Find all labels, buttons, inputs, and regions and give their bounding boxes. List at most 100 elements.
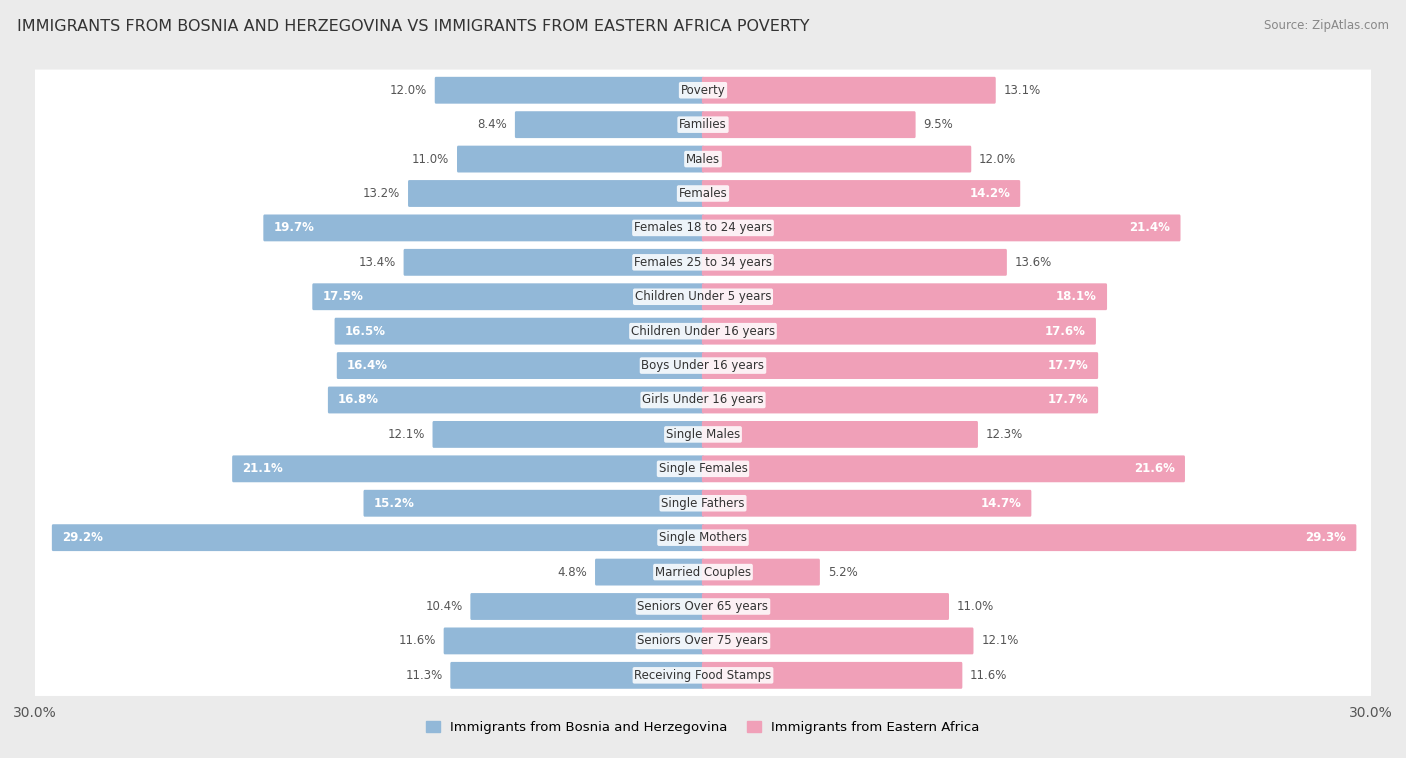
Text: 14.2%: 14.2%	[969, 187, 1010, 200]
Text: 13.6%: 13.6%	[1015, 256, 1052, 269]
FancyBboxPatch shape	[364, 490, 704, 517]
Text: Single Mothers: Single Mothers	[659, 531, 747, 544]
Text: IMMIGRANTS FROM BOSNIA AND HERZEGOVINA VS IMMIGRANTS FROM EASTERN AFRICA POVERTY: IMMIGRANTS FROM BOSNIA AND HERZEGOVINA V…	[17, 19, 810, 34]
FancyBboxPatch shape	[232, 456, 704, 482]
Text: 18.1%: 18.1%	[1056, 290, 1097, 303]
FancyBboxPatch shape	[25, 345, 1381, 387]
FancyBboxPatch shape	[408, 180, 704, 207]
Text: 17.6%: 17.6%	[1045, 324, 1085, 337]
Text: 29.2%: 29.2%	[62, 531, 103, 544]
Text: 17.5%: 17.5%	[322, 290, 363, 303]
FancyBboxPatch shape	[702, 77, 995, 104]
Text: 12.0%: 12.0%	[979, 152, 1017, 165]
FancyBboxPatch shape	[434, 77, 704, 104]
Text: Boys Under 16 years: Boys Under 16 years	[641, 359, 765, 372]
FancyBboxPatch shape	[25, 655, 1381, 696]
Text: 14.7%: 14.7%	[980, 496, 1021, 509]
Text: Seniors Over 75 years: Seniors Over 75 years	[637, 634, 769, 647]
Text: Males: Males	[686, 152, 720, 165]
Text: Single Males: Single Males	[666, 428, 740, 441]
Text: 16.5%: 16.5%	[344, 324, 385, 337]
Text: Poverty: Poverty	[681, 83, 725, 97]
FancyBboxPatch shape	[471, 593, 704, 620]
FancyBboxPatch shape	[702, 180, 1021, 207]
FancyBboxPatch shape	[702, 525, 1357, 551]
Text: 17.7%: 17.7%	[1047, 393, 1088, 406]
Text: 12.0%: 12.0%	[389, 83, 427, 97]
Text: 11.0%: 11.0%	[956, 600, 994, 613]
Text: 11.6%: 11.6%	[970, 669, 1008, 682]
FancyBboxPatch shape	[702, 111, 915, 138]
Text: 17.7%: 17.7%	[1047, 359, 1088, 372]
FancyBboxPatch shape	[25, 414, 1381, 455]
FancyBboxPatch shape	[25, 551, 1381, 593]
Text: Source: ZipAtlas.com: Source: ZipAtlas.com	[1264, 19, 1389, 32]
FancyBboxPatch shape	[433, 421, 704, 448]
FancyBboxPatch shape	[25, 104, 1381, 146]
Text: Girls Under 16 years: Girls Under 16 years	[643, 393, 763, 406]
FancyBboxPatch shape	[25, 620, 1381, 662]
Text: Children Under 5 years: Children Under 5 years	[634, 290, 772, 303]
Text: Females 18 to 24 years: Females 18 to 24 years	[634, 221, 772, 234]
Text: 29.3%: 29.3%	[1306, 531, 1347, 544]
FancyBboxPatch shape	[25, 139, 1381, 180]
FancyBboxPatch shape	[702, 559, 820, 585]
Text: Married Couples: Married Couples	[655, 565, 751, 578]
FancyBboxPatch shape	[702, 146, 972, 173]
Text: Single Fathers: Single Fathers	[661, 496, 745, 509]
Text: 10.4%: 10.4%	[426, 600, 463, 613]
FancyBboxPatch shape	[450, 662, 704, 689]
FancyBboxPatch shape	[702, 593, 949, 620]
FancyBboxPatch shape	[25, 448, 1381, 490]
FancyBboxPatch shape	[444, 628, 704, 654]
Text: 11.0%: 11.0%	[412, 152, 449, 165]
Text: 19.7%: 19.7%	[273, 221, 314, 234]
FancyBboxPatch shape	[25, 242, 1381, 283]
FancyBboxPatch shape	[263, 215, 704, 241]
FancyBboxPatch shape	[25, 276, 1381, 318]
Text: Females 25 to 34 years: Females 25 to 34 years	[634, 256, 772, 269]
FancyBboxPatch shape	[25, 311, 1381, 352]
FancyBboxPatch shape	[702, 318, 1095, 345]
Text: 16.8%: 16.8%	[337, 393, 378, 406]
FancyBboxPatch shape	[25, 207, 1381, 249]
Text: Families: Families	[679, 118, 727, 131]
Text: 11.3%: 11.3%	[405, 669, 443, 682]
FancyBboxPatch shape	[25, 483, 1381, 524]
FancyBboxPatch shape	[595, 559, 704, 585]
Text: 16.4%: 16.4%	[347, 359, 388, 372]
FancyBboxPatch shape	[702, 662, 962, 689]
Legend: Immigrants from Bosnia and Herzegovina, Immigrants from Eastern Africa: Immigrants from Bosnia and Herzegovina, …	[422, 716, 984, 739]
FancyBboxPatch shape	[25, 517, 1381, 559]
FancyBboxPatch shape	[404, 249, 704, 276]
Text: 5.2%: 5.2%	[828, 565, 858, 578]
Text: 13.1%: 13.1%	[1004, 83, 1040, 97]
FancyBboxPatch shape	[702, 490, 1032, 517]
FancyBboxPatch shape	[702, 352, 1098, 379]
FancyBboxPatch shape	[515, 111, 704, 138]
FancyBboxPatch shape	[702, 456, 1185, 482]
Text: 13.4%: 13.4%	[359, 256, 396, 269]
FancyBboxPatch shape	[702, 215, 1181, 241]
Text: 8.4%: 8.4%	[478, 118, 508, 131]
FancyBboxPatch shape	[337, 352, 704, 379]
Text: 9.5%: 9.5%	[924, 118, 953, 131]
Text: 12.1%: 12.1%	[388, 428, 425, 441]
Text: Single Females: Single Females	[658, 462, 748, 475]
Text: Children Under 16 years: Children Under 16 years	[631, 324, 775, 337]
Text: 4.8%: 4.8%	[558, 565, 588, 578]
FancyBboxPatch shape	[25, 70, 1381, 111]
FancyBboxPatch shape	[702, 283, 1107, 310]
Text: 21.4%: 21.4%	[1129, 221, 1170, 234]
FancyBboxPatch shape	[328, 387, 704, 413]
FancyBboxPatch shape	[702, 421, 979, 448]
Text: 12.3%: 12.3%	[986, 428, 1024, 441]
FancyBboxPatch shape	[52, 525, 704, 551]
FancyBboxPatch shape	[25, 379, 1381, 421]
Text: 21.1%: 21.1%	[242, 462, 283, 475]
Text: 15.2%: 15.2%	[374, 496, 415, 509]
Text: 21.6%: 21.6%	[1135, 462, 1175, 475]
Text: 11.6%: 11.6%	[398, 634, 436, 647]
FancyBboxPatch shape	[312, 283, 704, 310]
FancyBboxPatch shape	[25, 173, 1381, 215]
